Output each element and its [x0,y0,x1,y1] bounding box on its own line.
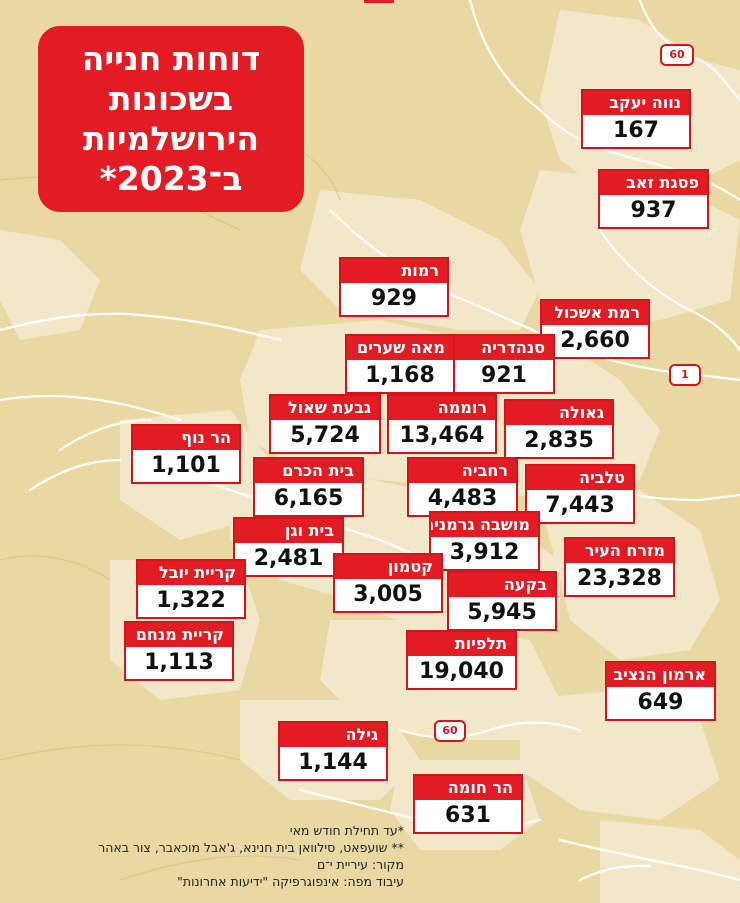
neighborhood-count: 23,328 [577,566,662,591]
neighborhood-name: רמות [341,259,447,283]
neighborhood-count: 2,660 [560,328,630,353]
neighborhood-ramot: רמות 929 [339,257,449,317]
title-line-2: בשכונות [109,79,233,118]
neighborhood-sanhedria: סנהדריה 921 [453,334,555,394]
neighborhood-givat-shaul: גבעת שאול 5,724 [269,394,381,454]
neighborhood-count: 649 [637,690,684,715]
neighborhood-count: 1,168 [365,363,435,388]
neighborhood-name: מאה שערים [347,336,453,360]
title-line-4: ב־2023* [99,159,243,198]
neighborhood-name: טלביה [527,466,633,490]
neighborhood-count: 929 [371,286,417,311]
neighborhood-name: תלפיות [408,632,515,656]
neighborhood-count: 2,835 [524,428,594,453]
neighborhood-kiryat-menachem: קריית מנחם 1,113 [124,621,234,681]
neighborhood-count: 631 [445,803,491,828]
neighborhood-rehavia: רחביה 4,483 [407,457,518,517]
neighborhood-german-colony: מושבה גרמנית 3,912 [429,511,540,571]
neighborhood-name: פסגת זאב [600,171,707,195]
neighborhood-name: גילה [280,723,386,747]
neighborhood-name: גבעת שאול [271,396,379,420]
title-line-3: הירושלמיות [82,119,260,158]
neighborhood-name: רוממה [389,396,495,420]
neighborhood-ramat-eshkol: רמת אשכול 2,660 [540,299,650,359]
neighborhood-name: קריית יובל [138,561,244,585]
route-60-south-sign: 60 [434,720,466,742]
neighborhood-romema: רוממה 13,464 [387,394,497,454]
neighborhood-name: רמת אשכול [542,301,648,325]
neighborhood-name: קטמון [335,555,441,579]
neighborhood-name: רחביה [409,459,516,483]
neighborhood-armon-hanatziv: ארמון הנציב 649 [605,661,716,721]
neighborhood-count: 6,165 [273,486,344,511]
neighborhood-baka: בקעה 5,945 [447,571,557,631]
neighborhood-east-jerusalem: מזרח העיר 23,328 [564,537,675,597]
neighborhood-count: 7,443 [545,493,615,518]
neighborhood-count: 1,144 [298,750,368,775]
footnote-credit: עיבוד מפה: אינפוגרפיקה "ידיעות אחרונות" [177,874,404,889]
title-panel: דוחות חנייה בשכונות הירושלמיות ב־2023* [38,26,304,212]
neighborhood-talbiya: טלביה 7,443 [525,464,635,524]
neighborhood-mea-shearim: מאה שערים 1,168 [345,334,455,394]
neighborhood-name: סנהדריה [455,336,553,360]
neighborhood-talpiot: תלפיות 19,040 [406,630,517,690]
neighborhood-beit-vagan: בית וגן 2,481 [233,517,344,577]
neighborhood-name: בקעה [449,573,555,597]
neighborhood-count: 167 [613,118,659,143]
neighborhood-kiryat-yovel: קריית יובל 1,322 [136,559,246,619]
neighborhood-count: 4,483 [427,486,498,511]
neighborhood-name: ארמון הנציב [607,663,714,687]
neighborhood-count: 2,481 [253,546,324,571]
neighborhood-count: 1,113 [144,650,214,675]
neighborhood-count: 1,101 [151,453,221,478]
neighborhood-count: 5,724 [290,423,360,448]
route-60-south-label: 60 [442,724,458,737]
route-60-north-label: 60 [669,48,685,61]
neighborhood-name: נווה יעקב [583,91,689,115]
neighborhood-count: 3,912 [449,540,520,565]
neighborhood-geula: גאולה 2,835 [504,399,614,459]
neighborhood-name: מושבה גרמנית [431,513,538,537]
route-60-north-sign: 60 [660,44,694,66]
neighborhood-name: בית הכרם [255,459,362,483]
neighborhood-name: הר חומה [415,776,521,800]
footnote-date: *עד תחילת חודש מאי [289,823,404,838]
neighborhood-name: הר נוף [133,426,239,450]
route-1-label: 1 [681,368,689,381]
neighborhood-count: 13,464 [399,423,485,448]
neighborhood-count: 937 [630,198,677,223]
neighborhood-name: גאולה [506,401,612,425]
neighborhood-gilo: גילה 1,144 [278,721,388,781]
neighborhood-count: 1,322 [156,588,226,613]
neighborhood-name: מזרח העיר [566,539,673,563]
footnote-source: מקור: עיריית י־ם [316,857,404,872]
route-1-sign: 1 [669,364,701,386]
neighborhood-count: 19,040 [419,659,504,684]
neighborhood-pisgat-zeev: פסגת זאב 937 [598,169,709,229]
neighborhood-count: 921 [481,363,527,388]
neighborhood-har-homa: הר חומה 631 [413,774,523,834]
title-line-1: דוחות חנייה [81,39,261,78]
neighborhood-count: 3,005 [353,582,423,607]
neighborhood-katamon: קטמון 3,005 [333,553,443,613]
footnote-east-neighborhoods: ** שועפאט, סילוואן בית חנינא, ג'אבל מוכא… [98,840,404,855]
neighborhood-name: קריית מנחם [126,623,232,647]
footnotes: *עד תחילת חודש מאי ** שועפאט, סילוואן בי… [98,822,404,890]
neighborhood-count: 5,945 [467,600,537,625]
neighborhood-name: בית וגן [235,519,342,543]
neighborhood-beit-hakerem: בית הכרם 6,165 [253,457,364,517]
neighborhood-neve-yaakov: נווה יעקב 167 [581,89,691,149]
neighborhood-har-nof: הר נוף 1,101 [131,424,241,484]
top-accent-bar [364,0,394,3]
